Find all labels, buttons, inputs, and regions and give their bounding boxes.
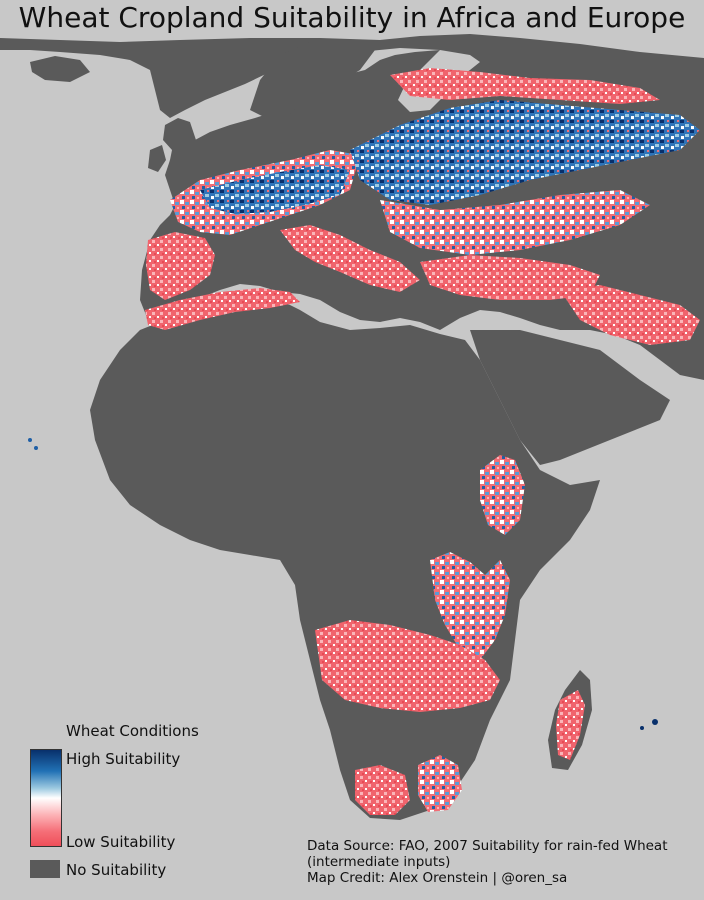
suitability-southern-africa xyxy=(315,620,500,712)
data-source-line-2: (intermediate inputs) xyxy=(307,854,451,870)
british-isles xyxy=(163,118,200,182)
island-dot xyxy=(640,726,644,730)
island-dot xyxy=(28,438,32,442)
suitability-eastern-europe xyxy=(350,100,700,205)
legend-no-suitability-swatch xyxy=(30,860,60,878)
suitability-russia-north xyxy=(390,68,660,104)
suitability-madagascar xyxy=(556,690,585,760)
legend-title: Wheat Conditions xyxy=(66,722,199,740)
scandinavia xyxy=(250,40,375,120)
arabian-peninsula xyxy=(470,330,670,465)
iceland xyxy=(30,56,90,82)
suitability-south-africa-west xyxy=(355,765,410,815)
legend-high-label: High Suitability xyxy=(66,750,181,768)
legend-no-suitability-label: No Suitability xyxy=(66,861,167,879)
suitability-iberia xyxy=(146,232,215,300)
suitability-north-africa xyxy=(145,288,300,330)
suitability-russia-south xyxy=(380,190,650,255)
suitability-south-africa xyxy=(418,755,462,812)
map-credits: Data Source: FAO, 2007 Suitability for r… xyxy=(307,838,697,886)
suitability-central-europe xyxy=(200,165,350,214)
legend-gradient-bar xyxy=(30,749,62,847)
suitability-anatolia xyxy=(420,255,600,300)
legend-low-label: Low Suitability xyxy=(66,833,176,851)
suitability-iran xyxy=(560,285,700,345)
island-dot xyxy=(652,719,658,725)
map-title: Wheat Cropland Suitability in Africa and… xyxy=(18,1,686,34)
suitability-ethiopia xyxy=(480,455,525,535)
suitability-east-africa xyxy=(430,552,510,660)
suitability-italy-balkans xyxy=(280,225,420,292)
data-source-line: Data Source: FAO, 2007 Suitability for r… xyxy=(307,838,668,854)
ireland xyxy=(148,145,166,172)
map-credit-line: Map Credit: Alex Orenstein | @oren_sa xyxy=(307,870,568,886)
island-dot xyxy=(34,446,38,450)
